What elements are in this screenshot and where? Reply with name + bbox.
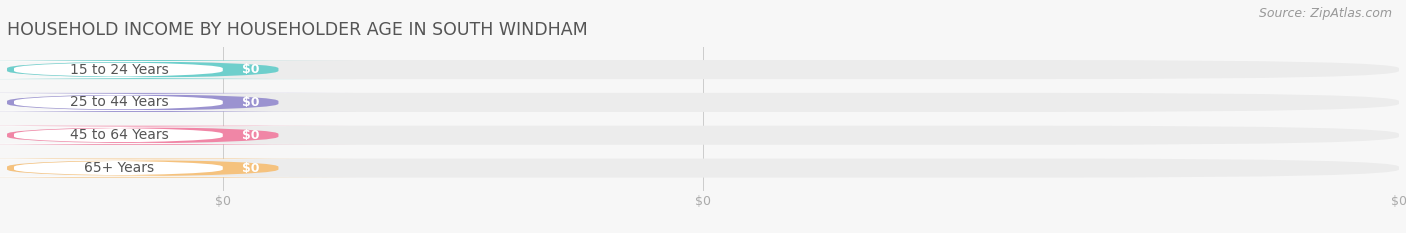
Text: 25 to 44 Years: 25 to 44 Years — [70, 96, 169, 110]
Text: HOUSEHOLD INCOME BY HOUSEHOLDER AGE IN SOUTH WINDHAM: HOUSEHOLD INCOME BY HOUSEHOLDER AGE IN S… — [7, 21, 588, 39]
FancyBboxPatch shape — [7, 126, 1399, 145]
Text: $0: $0 — [242, 129, 259, 142]
Text: 65+ Years: 65+ Years — [84, 161, 155, 175]
FancyBboxPatch shape — [0, 127, 321, 144]
Text: $0: $0 — [242, 161, 259, 175]
Text: 15 to 24 Years: 15 to 24 Years — [70, 63, 169, 77]
FancyBboxPatch shape — [7, 159, 1399, 178]
FancyBboxPatch shape — [0, 160, 321, 177]
FancyBboxPatch shape — [0, 159, 354, 178]
Text: Source: ZipAtlas.com: Source: ZipAtlas.com — [1258, 7, 1392, 20]
FancyBboxPatch shape — [0, 61, 321, 78]
FancyBboxPatch shape — [0, 94, 321, 111]
FancyBboxPatch shape — [0, 93, 354, 112]
Text: 45 to 64 Years: 45 to 64 Years — [70, 128, 169, 142]
FancyBboxPatch shape — [7, 93, 1399, 112]
FancyBboxPatch shape — [7, 60, 1399, 79]
FancyBboxPatch shape — [0, 60, 354, 79]
FancyBboxPatch shape — [0, 126, 354, 145]
Text: $0: $0 — [242, 96, 259, 109]
Text: $0: $0 — [242, 63, 259, 76]
